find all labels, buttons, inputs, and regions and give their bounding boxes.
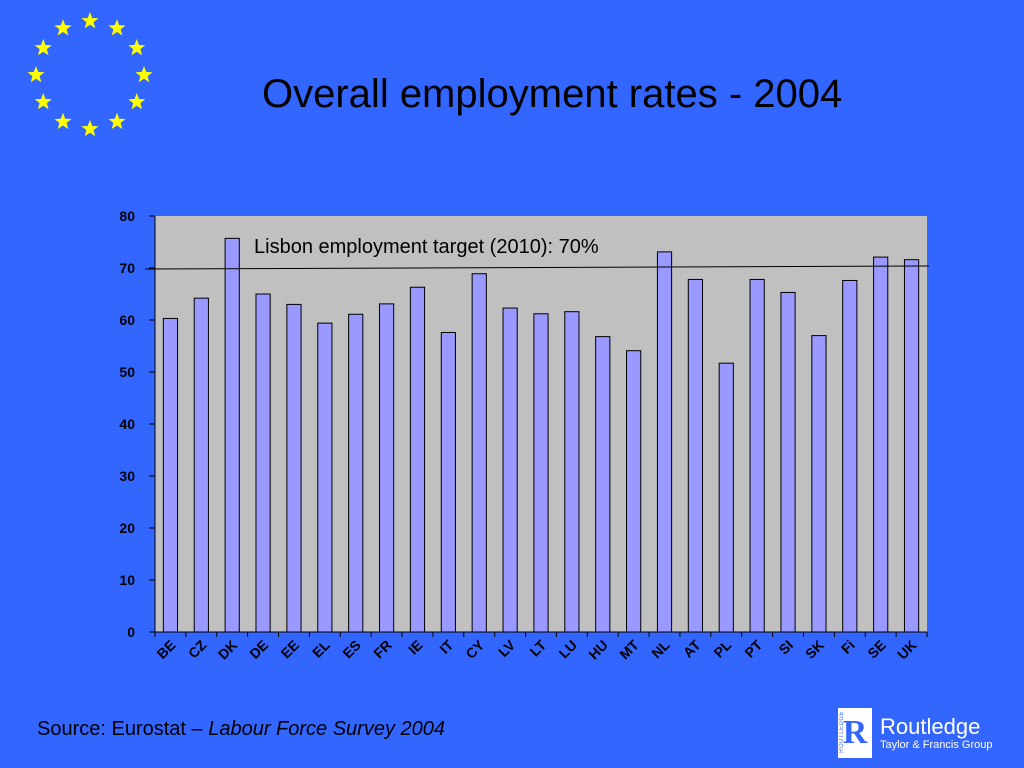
- x-tick-label: BE: [153, 637, 178, 662]
- x-tick-label: AT: [680, 636, 704, 660]
- x-tick-label: IE: [405, 637, 426, 658]
- x-tick-label: PL: [710, 636, 734, 660]
- x-tick-label: SI: [775, 637, 796, 658]
- x-tick-label: MT: [616, 636, 642, 662]
- y-tick-label: 10: [119, 572, 135, 588]
- source-prefix: Source: Eurostat –: [37, 718, 209, 740]
- bar-ie: [409, 286, 426, 633]
- x-tick-label: LV: [495, 636, 519, 660]
- bar-lv: [502, 307, 518, 633]
- bar-si: [780, 291, 796, 633]
- x-tick-label: UK: [894, 637, 920, 663]
- slide-title: Overall employment rates - 2004: [262, 72, 843, 116]
- flag-star-icon: [135, 66, 153, 83]
- routledge-mark-icon: ROUTLEDGE R: [838, 708, 872, 758]
- y-tick-label: 40: [119, 416, 135, 432]
- x-tick-label: CY: [462, 636, 488, 662]
- bar-se: [873, 256, 889, 633]
- x-tick-label: DE: [246, 637, 271, 662]
- y-tick-label: 50: [119, 364, 135, 380]
- bar-dk: [224, 237, 240, 633]
- bar-uk: [903, 259, 920, 633]
- bar-lu: [564, 311, 580, 633]
- flag-star-icon: [128, 93, 146, 110]
- x-tick-label: EE: [278, 637, 303, 662]
- publisher-subtitle: Taylor & Francis Group: [880, 739, 993, 751]
- bar-lt: [533, 313, 549, 633]
- source-note: Source: Eurostat – Labour Force Survey 2…: [37, 718, 445, 741]
- y-tick-label: 70: [119, 260, 135, 276]
- bar-hu: [595, 336, 611, 633]
- bar-it: [440, 331, 456, 633]
- flag-star-icon: [34, 39, 52, 56]
- x-tick-label: Fi: [838, 637, 858, 657]
- flag-star-icon: [54, 19, 72, 36]
- y-tick-label: 60: [119, 312, 135, 328]
- flag-star-icon: [81, 12, 99, 29]
- bar-pt: [749, 278, 765, 633]
- bar-be: [162, 317, 179, 633]
- x-tick-label: ES: [339, 637, 364, 662]
- flag-star-icon: [54, 112, 72, 130]
- bar-el: [317, 322, 333, 633]
- bar-fr: [379, 303, 395, 633]
- y-tick-label: 20: [119, 520, 135, 536]
- x-tick-label: CZ: [185, 636, 210, 661]
- flag-star-icon: [34, 93, 52, 110]
- routledge-mark-vertical-text: ROUTLEDGE: [839, 711, 845, 753]
- target-line-label: Lisbon employment target (2010): 70%: [254, 236, 599, 258]
- flag-star-icon: [27, 66, 45, 83]
- bar-es: [348, 313, 364, 633]
- bar-cz: [193, 297, 209, 633]
- publisher-logo: ROUTLEDGE R Routledge Taylor & Francis G…: [838, 708, 1018, 758]
- bar-sk: [811, 335, 827, 633]
- x-tick-label: FR: [370, 637, 395, 662]
- publisher-name: Routledge: [880, 714, 981, 739]
- x-tick-label: EL: [309, 636, 333, 660]
- x-tick-label: SK: [802, 637, 827, 662]
- y-tick-label: 0: [127, 624, 135, 640]
- routledge-mark-letter: R: [842, 714, 868, 751]
- bar-at: [687, 278, 703, 633]
- flag-star-icon: [128, 39, 146, 56]
- bar-nl: [656, 251, 673, 633]
- bar-de: [255, 293, 271, 633]
- x-tick-label: LT: [526, 637, 549, 660]
- y-tick-label: 80: [119, 208, 135, 224]
- x-tick-label: HU: [585, 637, 611, 663]
- eu-flag-logo: [27, 12, 153, 137]
- source-survey: Labour Force Survey 2004: [208, 718, 446, 740]
- y-tick-label: 30: [119, 468, 135, 484]
- flag-star-icon: [108, 19, 126, 36]
- bar-mt: [626, 350, 642, 633]
- x-tick-label: NL: [648, 636, 673, 661]
- flag-star-icon: [81, 120, 99, 137]
- x-tick-label: IT: [436, 636, 456, 656]
- x-tick-label: LU: [555, 637, 580, 662]
- x-tick-label: DK: [215, 637, 241, 663]
- bar-fi: [842, 279, 858, 633]
- bar-ee: [286, 303, 302, 633]
- bar-cy: [471, 273, 487, 633]
- bar-pl: [718, 362, 734, 633]
- target-line: [144, 265, 930, 270]
- x-tick-label: PT: [741, 636, 765, 660]
- x-tick-label: SE: [864, 637, 889, 662]
- flag-star-icon: [108, 112, 126, 130]
